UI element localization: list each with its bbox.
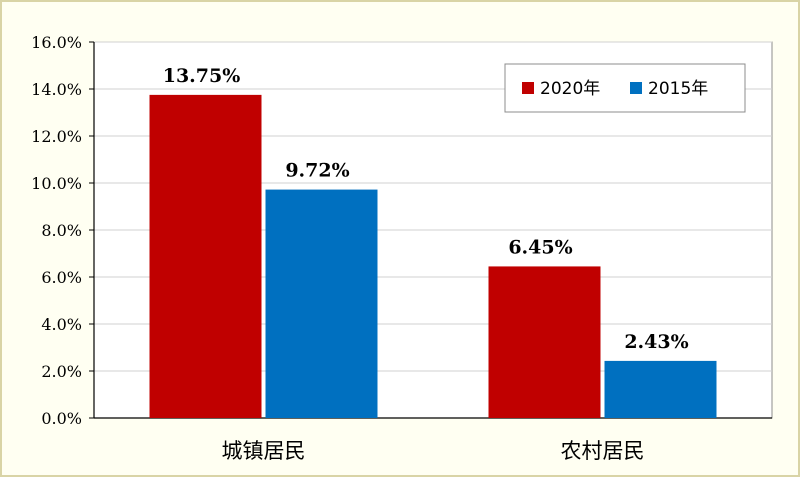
y-axis-ticks: 0.0% 2.0% 4.0% 6.0% 8.0% 10.0% 12.0% 14.0% 16.0% xyxy=(31,33,772,428)
y-tick-label: 14.0% xyxy=(31,80,82,99)
data-label: 13.75% xyxy=(163,65,241,87)
legend: 2020年 2015年 xyxy=(504,63,746,113)
y-tick-label: 4.0% xyxy=(41,315,82,334)
bar-b-0 xyxy=(265,189,378,418)
legend-label: 2020年 xyxy=(540,79,600,99)
bar-a-1 xyxy=(488,266,601,418)
data-label: 6.45% xyxy=(508,236,572,258)
bar-a-0 xyxy=(149,94,262,418)
legend-swatch xyxy=(522,82,534,94)
data-labels: 13.75% 9.72% 6.45% 2.43% xyxy=(163,65,689,353)
data-label: 2.43% xyxy=(624,331,688,353)
x-category-label: 农村居民 xyxy=(561,439,645,463)
legend-label: 2015年 xyxy=(648,79,708,99)
y-tick-label: 0.0% xyxy=(41,409,82,428)
x-category-label: 城镇居民 xyxy=(222,439,306,463)
y-tick-label: 2.0% xyxy=(41,362,82,381)
legend-swatch xyxy=(630,82,642,94)
y-tick-label: 6.0% xyxy=(41,268,82,287)
x-axis-categories: 城镇居民 农村居民 xyxy=(222,439,645,463)
bars xyxy=(149,94,717,418)
y-tick-label: 12.0% xyxy=(31,127,82,146)
y-tick-label: 8.0% xyxy=(41,221,82,240)
legend-box xyxy=(504,63,746,113)
y-tick-label: 10.0% xyxy=(31,174,82,193)
y-tick-label: 16.0% xyxy=(31,33,82,52)
data-label: 9.72% xyxy=(285,160,349,182)
bar-b-1 xyxy=(604,360,717,418)
